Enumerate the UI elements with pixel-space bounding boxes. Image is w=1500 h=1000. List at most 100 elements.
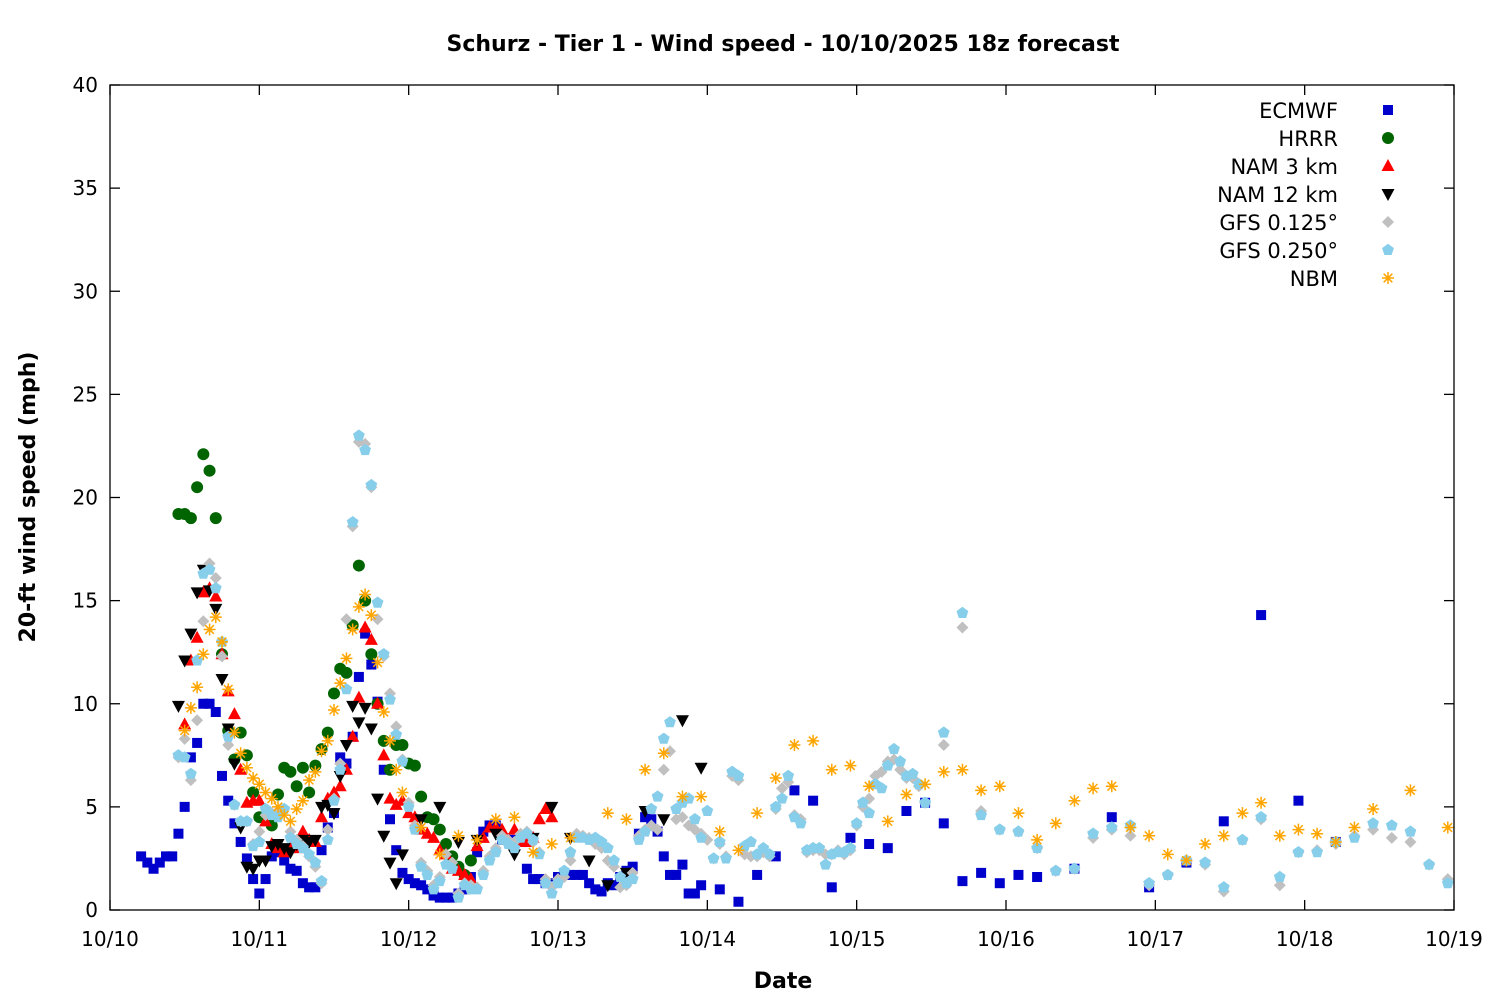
x-tick-label: 10/18: [1276, 927, 1334, 951]
y-tick-label: 40: [73, 73, 98, 97]
point-nam-12-km: [364, 723, 378, 736]
legend-marker-ecmwf: [1383, 105, 1393, 115]
point-nbm: [1236, 807, 1249, 820]
point-nbm: [334, 677, 347, 690]
point-gfs-0-250: [284, 831, 297, 843]
point-gfs-0-250: [396, 755, 409, 767]
point-nbm: [1143, 829, 1156, 842]
point-ecmwf: [1106, 812, 1117, 823]
point-nbm: [1217, 829, 1230, 842]
point-nbm: [825, 763, 838, 776]
point-nam-3-km: [234, 762, 248, 775]
point-ecmwf: [179, 801, 190, 812]
point-nbm: [1012, 807, 1025, 820]
point-nbm: [564, 831, 577, 844]
point-nbm: [365, 609, 378, 622]
point-gfs-0-250: [794, 817, 807, 829]
point-gfs-0-250: [664, 716, 676, 728]
point-hrrr: [209, 512, 222, 525]
point-nbm: [191, 681, 204, 694]
point-nam-12-km: [545, 801, 559, 814]
point-gfs-0-125: [340, 613, 353, 626]
point-ecmwf: [584, 878, 595, 889]
point-nam-3-km: [327, 785, 341, 798]
point-gfs-0-250: [1385, 819, 1398, 831]
point-nam-3-km: [427, 830, 441, 843]
point-nbm: [601, 807, 614, 820]
point-gfs-0-250: [315, 874, 328, 887]
point-nbm: [1105, 780, 1118, 793]
point-hrrr: [191, 481, 204, 494]
legend-label-gfs-0-250: GFS 0.250°: [1219, 239, 1338, 263]
x-tick-label: 10/12: [380, 927, 438, 951]
point-gfs-0-250: [732, 769, 745, 781]
point-nbm: [1404, 784, 1417, 797]
point-gfs-0-250: [309, 856, 322, 868]
legend-label-nam-12-km: NAM 12 km: [1217, 183, 1338, 207]
point-nbm: [1087, 782, 1100, 795]
point-ecmwf: [521, 863, 532, 874]
point-gfs-0-250: [1049, 864, 1062, 876]
axis-ticks: 0 5 10 15 20 25 30 35 40 10/10 10/11 10/12 10/13 10/1…: [73, 73, 1483, 951]
point-gfs-0-250: [601, 841, 614, 854]
point-gfs-0-250: [888, 742, 900, 755]
point-nbm: [676, 790, 689, 803]
point-ecmwf: [185, 752, 196, 763]
point-gfs-0-250: [788, 811, 801, 823]
point-nbm: [415, 821, 428, 834]
point-gfs-0-250: [689, 813, 701, 825]
point-gfs-0-250: [1423, 858, 1435, 870]
point-gfs-0-250: [1255, 811, 1267, 823]
point-gfs-0-250: [1273, 870, 1286, 882]
point-gfs-0-250: [657, 732, 670, 744]
point-nbm: [1124, 821, 1137, 834]
legend-label-gfs-0-125: GFS 0.125°: [1219, 211, 1338, 235]
point-gfs-0-250: [489, 846, 502, 858]
point-nbm: [900, 788, 913, 801]
point-nbm: [863, 780, 876, 793]
point-gfs-0-250: [384, 693, 396, 705]
point-hrrr: [440, 838, 452, 850]
point-ecmwf: [789, 785, 800, 796]
point-nbm: [303, 774, 316, 787]
point-gfs-0-250: [695, 831, 707, 843]
point-gfs-0-250: [651, 790, 664, 802]
point-nbm: [620, 813, 633, 826]
point-nam-12-km: [221, 723, 235, 736]
point-ecmwf: [434, 892, 445, 903]
point-gfs-0-250: [1236, 833, 1249, 845]
point-nbm: [253, 778, 266, 791]
point-gfs-0-250: [297, 841, 309, 854]
point-gfs-0-250: [919, 796, 931, 808]
point-gfs-0-250: [433, 874, 446, 887]
point-nam-3-km: [190, 630, 204, 643]
point-nbm: [359, 588, 372, 601]
point-ecmwf: [845, 832, 856, 843]
point-nbm: [216, 635, 228, 648]
point-ecmwf: [1293, 795, 1304, 806]
point-nam-12-km: [675, 715, 689, 728]
point-gfs-0-250: [763, 848, 776, 860]
point-nbm: [284, 815, 297, 828]
point-gfs-0-250: [1087, 827, 1099, 839]
point-nbm: [1292, 823, 1305, 836]
point-nbm: [639, 763, 652, 776]
point-gfs-0-250: [881, 759, 894, 771]
point-nam-12-km: [339, 740, 353, 752]
point-nam-12-km: [414, 814, 428, 827]
point-nam-12-km: [346, 700, 360, 713]
point-hrrr: [272, 788, 284, 801]
point-ecmwf: [577, 869, 588, 880]
point-gfs-0-125: [1124, 829, 1137, 842]
point-nam-12-km: [352, 717, 366, 730]
point-nbm: [489, 813, 502, 826]
point-nam-12-km: [259, 855, 273, 868]
y-tick-label: 10: [73, 692, 98, 716]
point-hrrr: [340, 666, 353, 679]
point-gfs-0-250: [707, 852, 720, 864]
point-gfs-0-250: [875, 782, 888, 794]
point-gfs-0-250: [1404, 825, 1417, 837]
point-gfs-0-250: [415, 860, 427, 872]
point-nam-3-km: [358, 620, 372, 633]
point-gfs-0-250: [545, 887, 558, 899]
